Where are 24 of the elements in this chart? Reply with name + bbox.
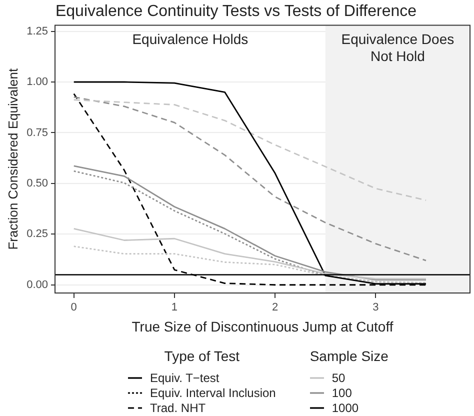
band-label: Equivalence Does Not Hold <box>341 31 454 64</box>
text: Sample Size <box>310 348 388 364</box>
x-tick-label: 2 <box>272 302 278 314</box>
y-axis-title: Fraction Considered Equivalent <box>5 68 20 250</box>
y-tick-label: 0.25 <box>26 228 48 240</box>
y-tick-label: 1.00 <box>26 76 48 88</box>
text: 50 <box>332 370 346 384</box>
text: 1000 <box>332 400 359 414</box>
text: 100 <box>332 386 352 400</box>
x-tick-label: 0 <box>70 302 77 314</box>
text: Type of Test <box>163 348 241 364</box>
x-tick-label: 1 <box>171 302 178 314</box>
annotation: Equivalence Holds <box>132 31 248 48</box>
y-tick-label: 0.00 <box>26 278 48 291</box>
y-tick-label: 0.75 <box>26 126 48 139</box>
text: Trad. NHT <box>150 400 206 414</box>
x-tick-label: 3 <box>372 302 379 314</box>
chart-title: Equivalence Continuity Tests vs Tests of Difference <box>55 3 417 20</box>
text: Equiv. T−test <box>150 370 220 384</box>
y-tick-label: 0.50 <box>26 177 48 190</box>
y-tick-label: 1.25 <box>26 25 48 38</box>
text: Equiv. Interval Inclusion <box>150 386 276 400</box>
line-series <box>73 99 427 201</box>
x-axis-title: True Size of Discontinuous Jump at Cutoff <box>132 318 394 334</box>
